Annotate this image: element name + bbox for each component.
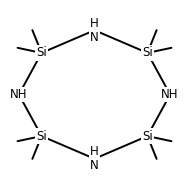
Text: H
N: H N bbox=[90, 145, 99, 172]
Text: NH: NH bbox=[161, 88, 179, 101]
Text: Si: Si bbox=[36, 46, 47, 59]
Text: H
N: H N bbox=[90, 17, 99, 44]
Text: Si: Si bbox=[36, 130, 47, 143]
Text: NH: NH bbox=[10, 88, 28, 101]
Text: Si: Si bbox=[142, 46, 153, 59]
Text: Si: Si bbox=[142, 130, 153, 143]
